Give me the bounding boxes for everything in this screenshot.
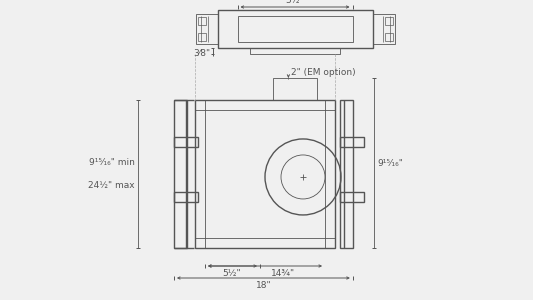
Text: 18": 18" [256,281,271,290]
Bar [174,137,198,147]
Bar [250,48,340,54]
Bar [340,137,364,147]
Text: 3⁄8": 3⁄8" [193,49,211,58]
Bar [340,192,364,202]
Text: 24½" max: 24½" max [88,181,135,190]
Bar [217,10,373,48]
Text: 5½": 5½" [286,0,304,5]
Text: 2" (EM option): 2" (EM option) [292,68,356,77]
Bar [273,78,317,100]
Text: 9¹⁵⁄₁₆": 9¹⁵⁄₁₆" [377,158,403,167]
Bar [384,33,392,41]
Bar [174,192,198,202]
Bar [195,100,335,248]
Bar [196,14,217,44]
Bar [174,100,187,248]
Bar [373,14,394,44]
Bar [384,17,392,25]
Text: 5½": 5½" [223,269,241,278]
Bar [198,33,206,41]
Text: 14¾": 14¾" [271,269,295,278]
Text: 9¹⁵⁄₁₆" min: 9¹⁵⁄₁₆" min [89,158,135,167]
Bar [238,16,352,42]
Bar [198,17,206,25]
Bar [340,100,353,248]
